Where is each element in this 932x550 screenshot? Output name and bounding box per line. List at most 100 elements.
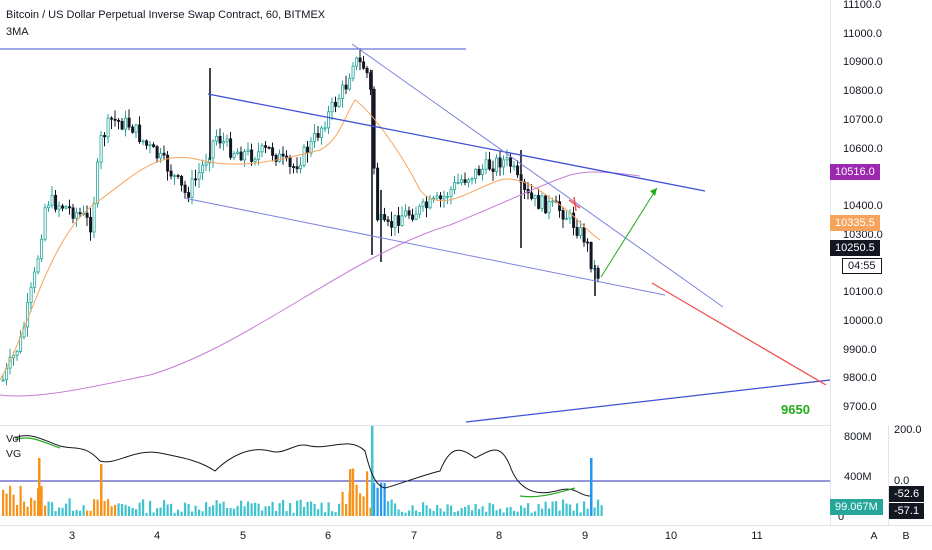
vg-label: VG	[6, 448, 22, 460]
osc-axis-tick: 200.0	[894, 424, 922, 436]
candle-body	[467, 179, 471, 183]
candle-body	[57, 205, 61, 210]
candle-body	[544, 195, 548, 214]
candle-body	[484, 159, 488, 170]
volume-bar	[492, 504, 495, 516]
candle-body	[75, 212, 79, 219]
volume-bar	[233, 508, 236, 516]
candle-body	[148, 144, 152, 147]
volume-bar	[187, 504, 190, 516]
vg-signal-line	[14, 437, 576, 498]
candle-body	[540, 195, 544, 209]
candle-body	[561, 210, 565, 220]
volume-bar	[107, 499, 110, 516]
volume-bar	[551, 501, 554, 516]
candle-body	[201, 164, 205, 174]
candle-body	[127, 117, 131, 128]
volume-label: Vol	[6, 433, 21, 445]
time-tick: 11	[751, 530, 763, 542]
candle-body	[1, 379, 5, 382]
indicator-name[interactable]: 3MA	[6, 26, 29, 38]
volume-bar	[576, 503, 579, 516]
descending-trendline	[351, 43, 724, 308]
volume-bar	[247, 501, 250, 516]
candle-body	[260, 145, 264, 153]
price-chart-svg[interactable]	[0, 0, 830, 425]
candle-body	[330, 101, 334, 113]
volume-bar	[338, 503, 341, 516]
volume-bar	[282, 499, 285, 516]
volume-bar	[268, 506, 271, 516]
ma-orange-price-tag: 10335.5	[830, 215, 880, 231]
price-axis[interactable]: 11100.0 11000.0 10900.0 10800.0 10700.0 …	[831, 0, 932, 425]
candle-body	[407, 210, 411, 216]
candle-body	[271, 147, 275, 156]
volume-bar	[240, 500, 243, 516]
candle-body	[292, 166, 296, 168]
volume-bar	[520, 505, 523, 516]
volume-bar	[565, 503, 568, 516]
candle-body	[495, 157, 499, 172]
volume-bar	[453, 512, 456, 516]
volume-bar	[138, 502, 141, 516]
candle-body	[337, 98, 341, 107]
volume-bar	[121, 503, 124, 516]
volume-axis-tick: 0	[838, 511, 845, 523]
volume-bar	[439, 508, 442, 516]
candle-body	[372, 88, 376, 169]
price-tick: 9800.0	[843, 372, 877, 384]
volume-bar	[254, 502, 257, 516]
osc-axis-border	[888, 425, 889, 526]
volume-bar	[145, 512, 148, 516]
volume-bar	[205, 502, 208, 516]
candle-body	[474, 168, 478, 180]
upper-trendline	[207, 93, 706, 192]
settings-b-button[interactable]: B	[902, 530, 910, 542]
volume-bar	[33, 500, 36, 516]
volume-bar	[191, 511, 194, 516]
volume-bar	[44, 505, 47, 516]
volume-bar	[527, 503, 530, 516]
ma-orange-line	[0, 99, 601, 381]
volume-bar	[229, 508, 232, 516]
volume-bar	[261, 510, 264, 516]
volume-bar	[509, 506, 512, 516]
volume-bar	[334, 512, 337, 516]
candle-body	[404, 210, 408, 217]
projection-line	[651, 282, 827, 386]
volume-bars-group	[2, 426, 603, 516]
volume-bar	[467, 505, 470, 516]
candle-body	[159, 152, 163, 159]
candle-body	[250, 149, 254, 162]
volume-bar	[226, 508, 229, 516]
candle-body	[278, 153, 282, 162]
volume-bar	[303, 506, 306, 516]
auto-scale-button[interactable]: A	[870, 530, 878, 542]
volume-chart-svg[interactable]	[0, 426, 830, 526]
candle-body	[463, 179, 467, 183]
candle-body	[162, 152, 166, 156]
price-tick: 9900.0	[843, 344, 877, 356]
volume-bar	[478, 509, 481, 516]
volume-bar	[19, 485, 22, 516]
volume-bar	[117, 503, 120, 516]
candle-body	[362, 61, 366, 69]
candle-body	[449, 189, 453, 197]
candle-body	[110, 117, 114, 120]
candle-body	[187, 192, 191, 198]
time-tick: 8	[495, 530, 503, 542]
candle-body	[253, 158, 257, 162]
candle-body	[411, 214, 415, 220]
candle-body	[596, 267, 600, 279]
candle-body	[85, 212, 89, 218]
pane-divider[interactable]	[0, 425, 830, 426]
volume-bar	[292, 512, 295, 516]
candle-body	[131, 126, 135, 133]
time-tick: 3	[68, 530, 76, 542]
candle-body	[302, 146, 306, 166]
volume-bar	[320, 502, 323, 516]
osc-value-tag: -52.6	[889, 486, 925, 502]
candle-body	[505, 157, 509, 161]
volume-pane[interactable]	[0, 426, 830, 526]
price-chart-pane[interactable]	[0, 0, 830, 425]
